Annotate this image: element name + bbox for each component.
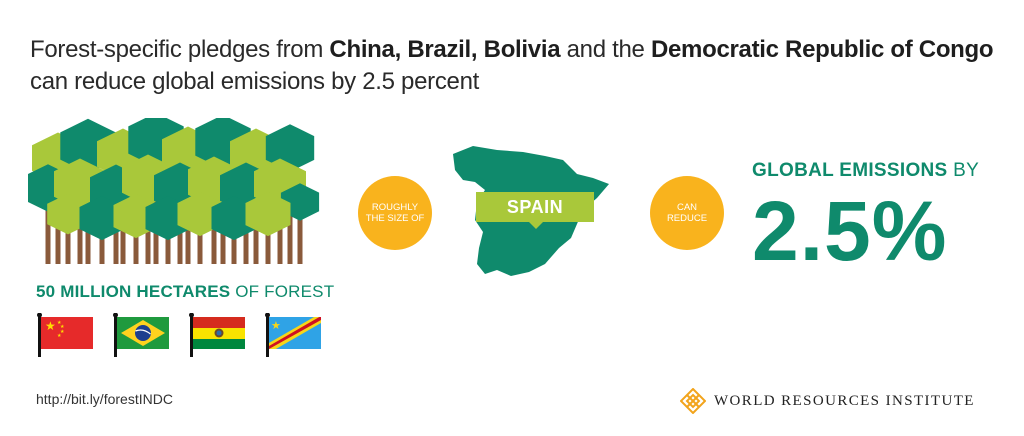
spain-label-pointer	[529, 222, 543, 229]
can-reduce-badge: CAN REDUCE	[650, 176, 724, 250]
svg-text:★: ★	[60, 324, 65, 330]
headline-bolivia: Bolivia	[483, 36, 561, 63]
headline-line-2: can reduce global emissions by 2.5 perce…	[30, 68, 480, 95]
forest-caption-rest: OF FOREST	[230, 282, 335, 301]
headline-china: China,	[329, 36, 401, 63]
svg-text:★: ★	[57, 333, 62, 339]
svg-text:★: ★	[45, 319, 56, 333]
headline-text: Forest-specific pledges from	[30, 36, 330, 63]
badge-line: REDUCE	[666, 213, 708, 224]
wri-logo-icon	[680, 388, 706, 414]
emissions-label-bold: GLOBAL EMISSIONS	[752, 160, 948, 181]
emissions-label-rest: BY	[947, 160, 980, 181]
wri-name: WORLD RESOURCES INSTITUTE	[714, 392, 975, 409]
badge-line: THE SIZE OF	[365, 213, 425, 224]
headline-text: and the	[560, 36, 651, 63]
headline-drc: Democratic Republic of Congo	[650, 36, 994, 63]
svg-text:★: ★	[271, 319, 281, 332]
forest-illustration-icon	[28, 118, 320, 264]
headline: Forest-specific pledges from China, Braz…	[30, 34, 1010, 98]
china-flag-icon: ★ ★ ★ ★ ★	[37, 313, 93, 357]
spain-label: SPAIN	[476, 192, 594, 222]
roughly-size-of-badge: ROUGHLY THE SIZE OF	[358, 176, 432, 250]
badge-line: CAN	[676, 202, 698, 213]
emissions-value: 2.5%	[752, 184, 948, 278]
forest-caption-bold: 50 MILLION HECTARES	[36, 282, 231, 301]
headline-line-1: Forest-specific pledges from China, Braz…	[30, 34, 1010, 66]
drc-flag-icon: ★	[265, 313, 321, 357]
headline-brazil: Brazil,	[407, 36, 478, 63]
emissions-label: GLOBAL EMISSIONS BY	[752, 160, 979, 182]
badge-line: ROUGHLY	[371, 202, 419, 213]
svg-text:★: ★	[60, 329, 65, 335]
bolivia-flag-icon	[189, 313, 245, 357]
forest-caption: 50 MILLION HECTARES OF FOREST	[36, 282, 334, 302]
source-link[interactable]: http://bit.ly/forestINDC	[36, 391, 173, 407]
svg-text:★: ★	[57, 320, 62, 326]
brazil-flag-icon	[113, 313, 169, 357]
wri-logo: WORLD RESOURCES INSTITUTE	[680, 388, 975, 414]
